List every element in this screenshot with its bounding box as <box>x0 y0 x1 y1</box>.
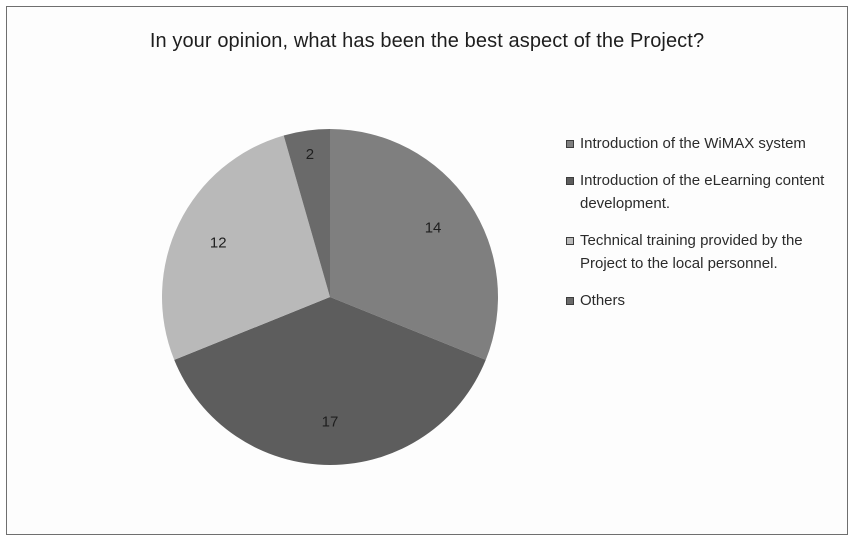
data-label-technical-training: 12 <box>210 235 227 252</box>
legend-label-others: Others <box>580 292 626 309</box>
legend: Introduction of the WiMAX system Introdu… <box>566 132 846 326</box>
data-label-elearning: 17 <box>322 413 339 430</box>
legend-item-elearning: Introduction of the eLearning content de… <box>566 169 846 215</box>
chart-title: In your opinion, what has been the best … <box>149 30 705 52</box>
legend-swatch-wimax <box>566 140 574 148</box>
data-label-others: 2 <box>306 146 314 163</box>
pie-slice-elearning <box>174 297 486 465</box>
legend-item-technical-training: Technical training provided by the Proje… <box>566 229 846 275</box>
legend-item-wimax: Introduction of the WiMAX system <box>566 132 846 155</box>
pie-slice-others <box>283 129 330 297</box>
pie-slice-wimax <box>330 129 498 360</box>
legend-swatch-others <box>566 297 574 305</box>
legend-item-others: Others <box>566 289 846 312</box>
pie-slice-technical-training <box>162 135 330 360</box>
legend-label-technical-training: Technical training provided by the Proje… <box>580 232 803 272</box>
legend-label-wimax: Introduction of the WiMAX system <box>580 135 806 152</box>
legend-swatch-elearning <box>566 177 574 185</box>
data-label-wimax: 14 <box>425 219 442 236</box>
legend-swatch-technical-training <box>566 237 574 245</box>
legend-label-elearning: Introduction of the eLearning content de… <box>580 172 825 212</box>
